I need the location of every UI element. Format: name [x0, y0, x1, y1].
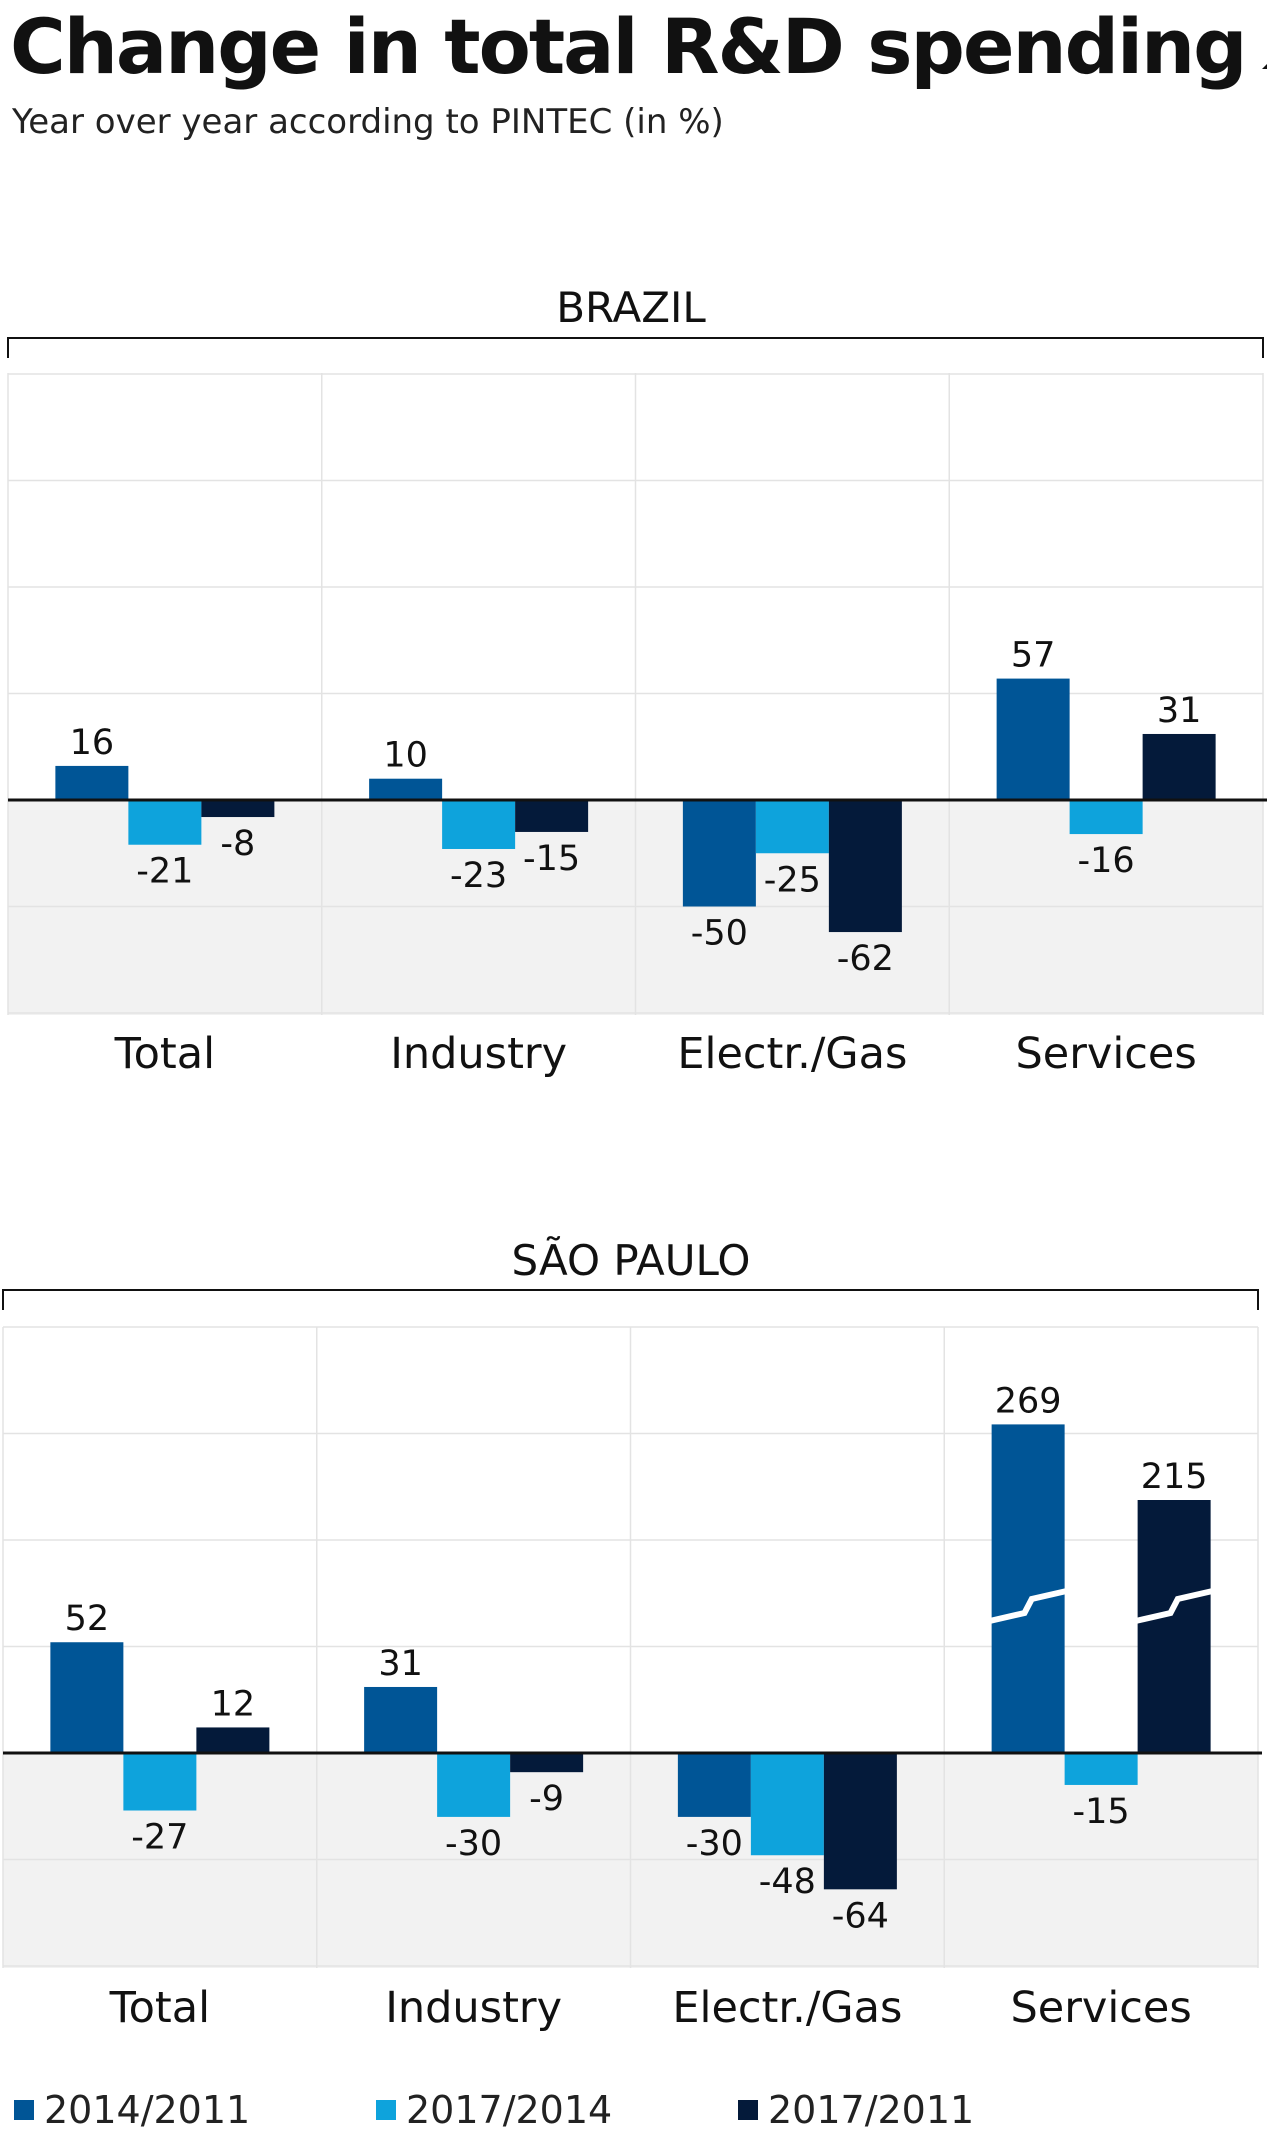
bar — [128, 800, 202, 845]
bar — [1142, 733, 1216, 800]
data-label: 31 — [378, 1644, 423, 1684]
legend-label: 2017/2011 — [768, 2088, 975, 2132]
group-title: BRAZIL — [556, 283, 706, 332]
corner-triangle-icon — [1261, 27, 1267, 69]
bar — [1064, 1753, 1138, 1785]
bar — [50, 1642, 124, 1753]
bar — [755, 800, 829, 854]
category-label: Industry — [385, 1983, 562, 2033]
legend-label: 2017/2014 — [406, 2088, 613, 2132]
bar — [201, 800, 275, 818]
group-title: SÃO PAULO — [512, 1235, 751, 1285]
bar — [996, 678, 1070, 800]
legend: 2014/2011 2017/2014 2017/2011 — [14, 2088, 1264, 2138]
bar — [123, 1753, 197, 1811]
legend-swatch — [14, 2100, 34, 2120]
legend-label: 2014/2011 — [44, 2088, 251, 2132]
legend-item-2014-2011: 2014/2011 — [14, 2088, 250, 2132]
data-label: -50 — [691, 914, 748, 954]
category-label: Services — [1015, 1029, 1196, 1079]
data-label: 12 — [211, 1684, 256, 1724]
bar — [1069, 800, 1143, 835]
bar — [515, 800, 589, 832]
data-label: 57 — [1011, 636, 1056, 676]
data-label: -48 — [759, 1862, 816, 1902]
bar — [682, 800, 756, 907]
bar — [823, 1753, 897, 1890]
category-label: Electr./Gas — [672, 1983, 902, 2033]
data-label: 31 — [1157, 691, 1202, 731]
data-label: -30 — [686, 1824, 743, 1864]
data-label: 10 — [383, 736, 428, 776]
category-label: Electr./Gas — [677, 1029, 907, 1079]
data-label: -62 — [837, 939, 894, 979]
bar — [510, 1753, 584, 1773]
bar — [828, 800, 902, 933]
data-label: -21 — [136, 852, 193, 892]
bar — [1137, 1500, 1211, 1753]
category-label: Industry — [390, 1029, 567, 1079]
chart-subtitle: Year over year according to PINTEC (in %… — [12, 102, 724, 142]
bar — [991, 1424, 1065, 1753]
data-label: 269 — [995, 1381, 1062, 1421]
data-label: -16 — [1078, 841, 1135, 881]
bar — [442, 800, 516, 849]
bar — [677, 1753, 751, 1817]
data-label: -15 — [523, 839, 580, 879]
chart-title: Change in total R&D spending — [10, 2, 1267, 91]
bar — [369, 778, 443, 800]
axis-break-mark — [1134, 1588, 1214, 1624]
bar — [55, 765, 129, 800]
data-label: 215 — [1141, 1457, 1208, 1497]
bar — [196, 1727, 270, 1753]
legend-swatch — [376, 2100, 396, 2120]
data-label: -25 — [764, 860, 821, 900]
data-label: 16 — [70, 723, 115, 763]
category-label: Total — [109, 1983, 210, 2033]
legend-swatch — [738, 2100, 758, 2120]
axis-break-mark — [988, 1588, 1068, 1624]
group-bracket — [2, 1289, 1259, 1310]
category-label: Total — [114, 1029, 215, 1079]
bar — [437, 1753, 511, 1817]
category-label: Services — [1010, 1983, 1191, 2033]
data-label: -9 — [529, 1779, 564, 1819]
data-label: 52 — [65, 1599, 110, 1639]
data-label: -64 — [832, 1896, 889, 1936]
data-label: -30 — [445, 1824, 502, 1864]
legend-item-2017-2014: 2017/2014 — [376, 2088, 612, 2132]
group-bracket — [7, 337, 1264, 358]
bar — [750, 1753, 824, 1856]
bar — [364, 1686, 438, 1753]
data-label: -23 — [450, 856, 507, 896]
legend-item-2017-2011: 2017/2011 — [738, 2088, 974, 2132]
data-label: -27 — [131, 1818, 188, 1858]
data-label: -15 — [1073, 1792, 1130, 1832]
data-label: -8 — [220, 824, 255, 864]
